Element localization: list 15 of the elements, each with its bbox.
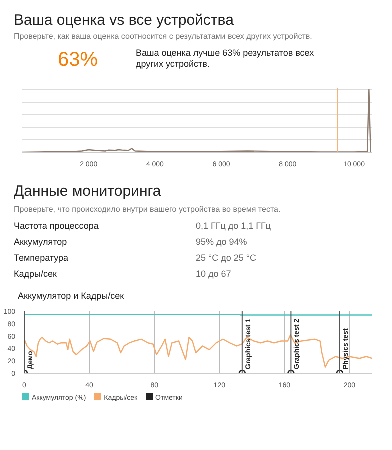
text: 10 до 67	[196, 269, 232, 280]
chart-title: Данные мониторинга	[14, 183, 162, 201]
chart-title: Ваша оценка vs все устройства	[14, 12, 234, 30]
text: Аккумулятор и Кадры/сек	[18, 291, 124, 302]
text: 63%	[58, 48, 98, 72]
text: 95% до 94%	[196, 237, 248, 248]
text: Кадры/сек	[14, 269, 57, 280]
text: 25 °C до 25 °C	[196, 253, 256, 264]
chart-subtitle: Проверьте, что происходило внутри вашего устройства во время теста.	[14, 205, 281, 215]
text: 0,1 ГГц до 1,1 ГГц	[196, 221, 272, 232]
text: Аккумулятор	[14, 237, 68, 248]
chart-subtitle: Проверьте, как ваша оценка соотносится с результатами всех других устройств.	[14, 32, 312, 42]
text: Ваша оценка лучше 63% результатов всех других устройств.	[136, 48, 316, 70]
text: Частота процессора	[14, 221, 99, 232]
text: Температура	[14, 253, 69, 264]
